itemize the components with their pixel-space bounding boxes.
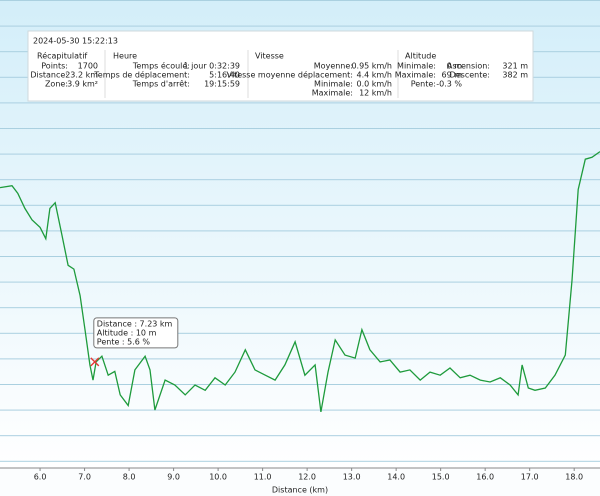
field-label: Temps de déplacement: [93, 70, 190, 80]
field-label: Vitesse moyenne déplacement: [227, 70, 353, 80]
field-value: 382 m [502, 71, 528, 80]
field-value: 3.9 km² [67, 80, 98, 89]
field-value: 321 m [502, 62, 528, 71]
section-title: Altitude [405, 52, 436, 61]
field-label: Moyenne: [314, 62, 353, 71]
field-label: Pente: [411, 80, 436, 89]
altitude-line [0, 151, 600, 413]
tooltip-line: Distance : 7.23 km [97, 319, 173, 328]
section-title: Vitesse [255, 52, 284, 61]
axis-area [0, 468, 600, 496]
field-label: Ascension: [447, 62, 490, 71]
x-tick-label: 10.0 [209, 473, 227, 482]
field-value: 4.4 km/h [357, 71, 392, 80]
x-axis-label: Distance (km) [272, 486, 328, 495]
x-tick-label: 16.0 [476, 473, 494, 482]
x-tick-label: 13.0 [343, 473, 361, 482]
x-tick-label: 17.0 [521, 473, 539, 482]
x-tick-label: 18.0 [565, 473, 583, 482]
x-tick-label: 11.0 [254, 473, 272, 482]
field-value: 23.2 km [65, 71, 98, 80]
field-label: Temps écoulé: [132, 61, 190, 71]
x-tick-label: 14.0 [387, 473, 405, 482]
field-label: Minimale: [397, 62, 436, 71]
tooltip-line: Pente : 5.6 % [97, 337, 151, 346]
x-tick-label: 6.0 [34, 473, 47, 482]
summary-panel [27, 30, 534, 102]
field-value: 19:15:59 [204, 80, 240, 89]
cursor-marker [90, 357, 100, 367]
field-value: 1700 [78, 62, 98, 71]
field-label: Maximale: [395, 71, 436, 80]
section-title: Heure [113, 52, 137, 61]
x-tick-label: 12.0 [298, 473, 316, 482]
field-label: Zone: [45, 80, 68, 89]
field-value: 1 jour 0:32:39 [184, 62, 241, 71]
x-tick-label: 9.0 [167, 473, 180, 482]
x-tick-label: 8.0 [123, 473, 136, 482]
x-tick-label: 15.0 [432, 473, 450, 482]
field-value: 0.0 km/h [357, 80, 392, 89]
field-value: -0.3 % [436, 80, 462, 89]
tooltip-line: Altitude : 10 m [97, 328, 157, 337]
field-value: 5:16:40 [209, 71, 240, 80]
field-value: 0 m [447, 62, 463, 71]
field-label: Points: [41, 62, 68, 71]
field-label: Maximale: [312, 89, 353, 98]
field-value: 69 m [441, 71, 462, 80]
field-label: Minimale: [314, 80, 353, 89]
tooltip-box [93, 317, 179, 349]
field-value: 0.95 km/h [351, 62, 392, 71]
field-label: Descente: [450, 71, 490, 80]
field-label: Temps d'arrêt: [132, 79, 190, 89]
timestamp: 2024-05-30 15:22:13 [33, 37, 118, 46]
field-label: Distance: [30, 71, 68, 80]
field-value: 12 km/h [359, 89, 392, 98]
section-title: Récapitulatif [37, 51, 87, 61]
x-tick-label: 7.0 [78, 473, 91, 482]
